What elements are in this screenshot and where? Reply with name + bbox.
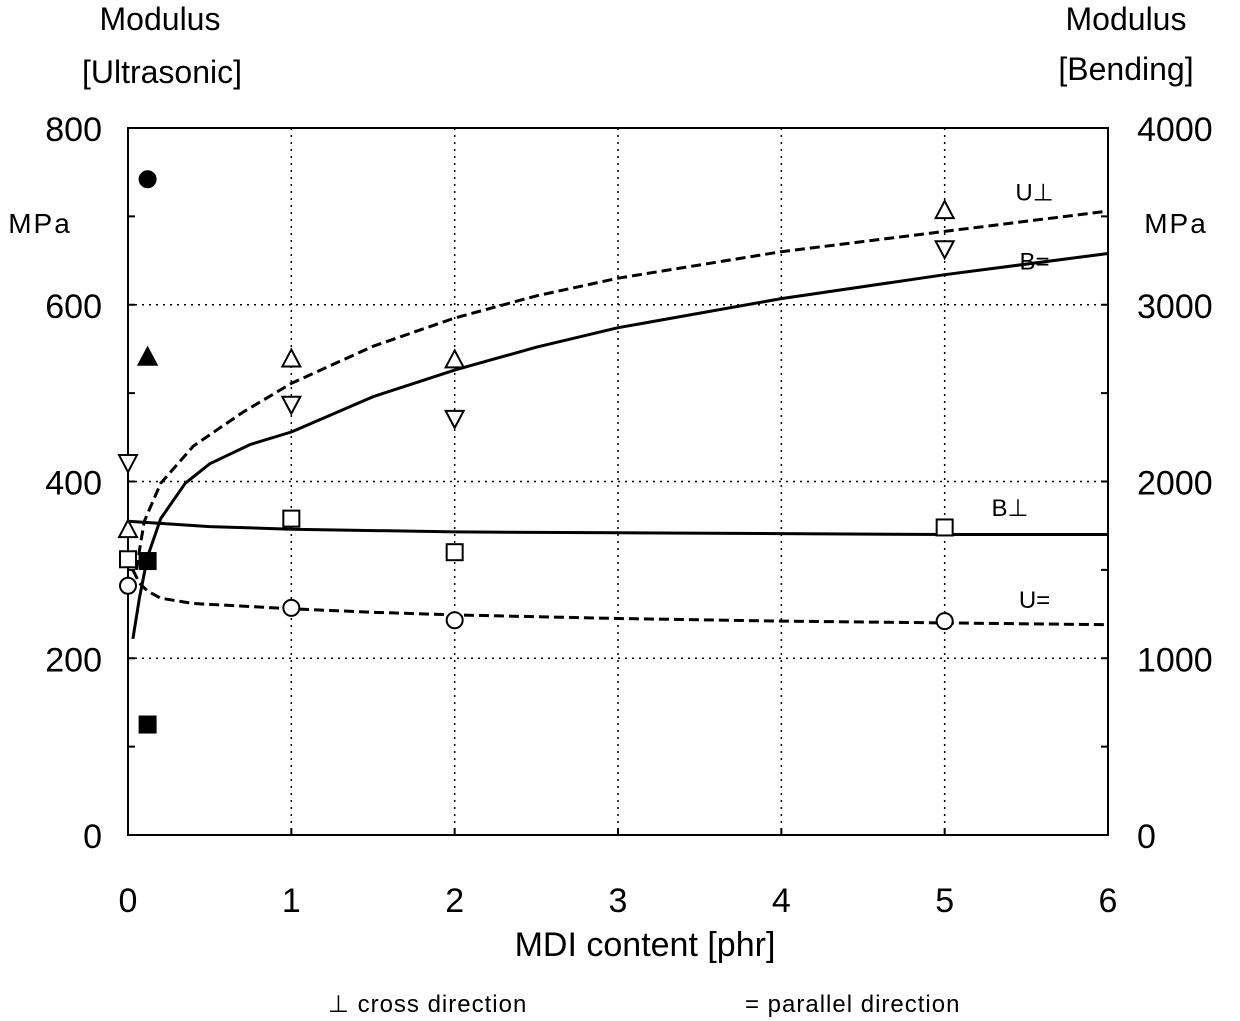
data-point <box>445 543 464 562</box>
right-tick-label: 1000 <box>1137 641 1213 679</box>
data-point <box>138 552 157 571</box>
x-tick-label: 0 <box>119 882 138 920</box>
left-tick-label: 600 <box>45 288 102 326</box>
data-point <box>280 395 302 416</box>
x-tick-label: 3 <box>609 882 628 920</box>
data-point <box>934 240 956 261</box>
x-tick-label: 6 <box>1099 882 1118 920</box>
right-axis-unit: MPa <box>1144 208 1208 239</box>
left-tick-label: 200 <box>45 641 102 679</box>
left-axis-title-line1: Modulus <box>100 1 221 37</box>
fit-curve <box>127 519 1108 536</box>
left-tick-label: 400 <box>45 465 102 503</box>
axis-tick-marks <box>128 215 1108 835</box>
curve-labels: U⊥ B= B⊥ U= <box>992 179 1054 613</box>
grid-lines <box>128 128 1108 835</box>
curve-label: U⊥ <box>1015 179 1053 206</box>
left-tick-label: 800 <box>45 111 102 149</box>
data-point <box>935 612 954 631</box>
left-tick-label: 0 <box>83 818 102 856</box>
data-point <box>119 576 137 595</box>
right-tick-label: 0 <box>1137 818 1156 856</box>
footnote-cross-direction: ⊥ cross direction <box>328 991 527 1018</box>
data-point <box>445 611 464 630</box>
data-point <box>119 550 137 569</box>
data-point <box>935 518 954 537</box>
curve-label: U= <box>1019 587 1050 614</box>
data-point <box>444 348 466 369</box>
curve-label: B⊥ <box>992 495 1029 522</box>
fit-curve <box>131 569 1109 627</box>
x-tick-label: 4 <box>772 882 791 920</box>
data-point <box>280 347 302 368</box>
data-point <box>444 409 466 431</box>
data-points <box>117 170 956 734</box>
x-tick-label: 1 <box>282 882 301 920</box>
x-axis-title: MDI content [phr] <box>515 926 776 964</box>
data-point <box>117 517 139 539</box>
fit-curve <box>131 252 1109 640</box>
data-point <box>282 598 301 617</box>
right-tick-label: 2000 <box>1137 465 1213 503</box>
right-tick-label: 4000 <box>1137 111 1213 149</box>
footnote-parallel-direction: = parallel direction <box>745 991 960 1018</box>
right-tick-label: 3000 <box>1137 288 1213 326</box>
right-axis-title-line1: Modulus <box>1066 1 1187 37</box>
data-point <box>934 198 956 220</box>
left-axis-title-line2: [Ultrasonic] <box>82 54 242 90</box>
curve-label: B= <box>1019 248 1049 275</box>
data-point <box>117 454 139 475</box>
x-tick-label: 2 <box>445 882 464 920</box>
fit-curve <box>134 209 1109 571</box>
left-axis-unit: MPa <box>8 208 72 239</box>
data-point <box>282 509 301 528</box>
data-point <box>138 170 157 189</box>
right-axis-title-line2: [Bending] <box>1058 51 1193 87</box>
data-point <box>138 715 157 734</box>
data-point <box>136 345 159 366</box>
x-tick-label: 5 <box>935 882 954 920</box>
